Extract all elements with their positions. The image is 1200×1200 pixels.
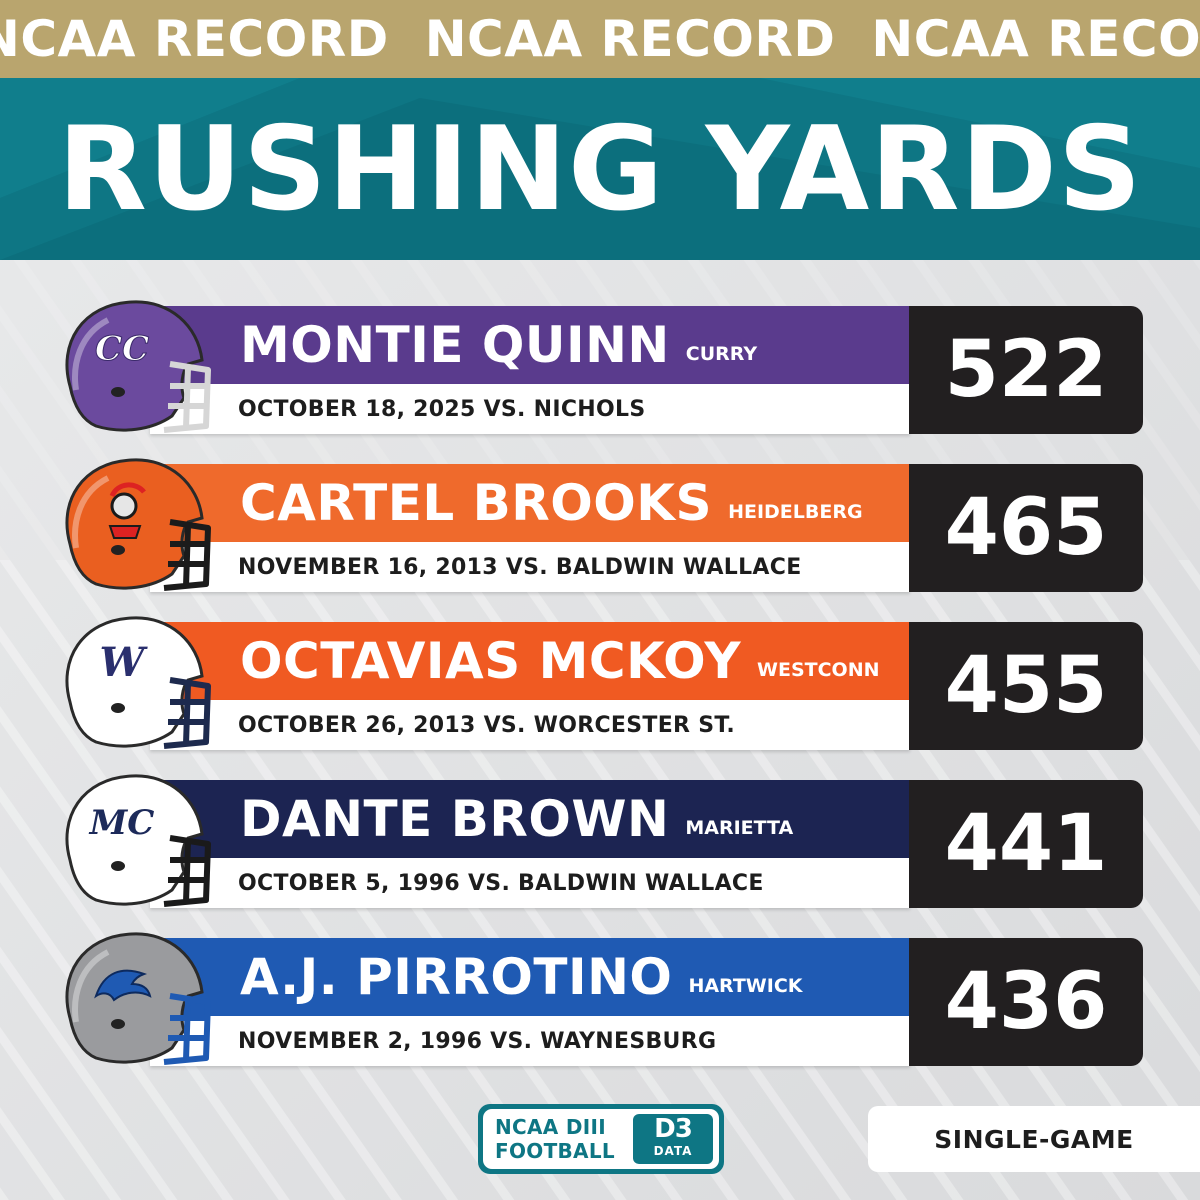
game-date: OCTOBER 18, 2025 VS. NICHOLS (238, 396, 646, 422)
game-date: OCTOBER 26, 2013 VS. WORCESTER ST. (238, 712, 735, 738)
rushing-yards-value: 441 (909, 780, 1143, 908)
game-date-bar: OCTOBER 26, 2013 VS. WORCESTER ST. (150, 700, 910, 750)
player-name-bar: DANTE BROWN MARIETTA (150, 780, 910, 858)
player-school: MARIETTA (685, 817, 794, 839)
player-school: HEIDELBERG (728, 501, 863, 523)
player-name-bar: CARTEL BROOKS HEIDELBERG (150, 464, 910, 542)
hawk-mascot-icon (94, 969, 152, 1002)
player-name-group: A.J. PIRROTINO HARTWICK (240, 938, 803, 1016)
ticker-text: NCAA RECORD (0, 10, 389, 68)
record-row: MONTIE QUINN CURRY OCTOBER 18, 2025 VS. NI… (0, 300, 1200, 434)
game-date-bar: OCTOBER 5, 1996 VS. BALDWIN WALLACE (150, 858, 910, 908)
player-school: CURRY (685, 343, 758, 365)
helmet-logo-text: W (100, 639, 149, 686)
ticker-text: NCAA RECORD (871, 10, 1200, 68)
game-date-bar: OCTOBER 18, 2025 VS. NICHOLS (150, 384, 910, 434)
player-school: HARTWICK (688, 975, 803, 997)
record-row: A.J. PIRROTINO HARTWICK NOVEMBER 2, 1996 V… (0, 932, 1200, 1066)
d3-data-badge: D3 DATA (633, 1114, 713, 1164)
player-name: OCTAVIAS MCKOY (240, 632, 742, 690)
record-row: CARTEL BROOKS HEIDELBERG NOVEMBER 16, 2013… (0, 458, 1200, 592)
heidelberg-helmet-icon (65, 458, 211, 591)
game-date-bar: NOVEMBER 2, 1996 VS. WAYNESBURG (150, 1016, 910, 1066)
title-band: RUSHING YARDS (0, 78, 1200, 260)
category-label: SINGLE-GAME (868, 1106, 1200, 1172)
curry-helmet-icon: CC (65, 300, 211, 433)
ticker-text: NCAA RECORD (424, 10, 836, 68)
rushing-yards-value: 465 (909, 464, 1143, 592)
player-name-bar: MONTIE QUINN CURRY (150, 306, 910, 384)
logo-line-2: FOOTBALL (495, 1139, 615, 1163)
rushing-yards-value: 455 (909, 622, 1143, 750)
player-name: MONTIE QUINN (240, 316, 670, 374)
game-date: OCTOBER 5, 1996 VS. BALDWIN WALLACE (238, 870, 764, 896)
ncaa-diii-football-logo: NCAA DIII FOOTBALL D3 DATA (478, 1104, 724, 1174)
rushing-yards-value: 522 (909, 306, 1143, 434)
title-band-texture (0, 78, 1200, 260)
record-row: OCTAVIAS MCKOY WESTCONN OCTOBER 26, 2013 V… (0, 616, 1200, 750)
hartwick-helmet-icon (65, 932, 211, 1065)
logo-line-1: NCAA DIII (495, 1115, 606, 1139)
player-name-group: MONTIE QUINN CURRY (240, 306, 757, 384)
knight-mascot-icon (108, 482, 146, 539)
player-name-group: OCTAVIAS MCKOY WESTCONN (240, 622, 880, 700)
player-school: WESTCONN (757, 659, 880, 681)
game-date: NOVEMBER 2, 1996 VS. WAYNESBURG (238, 1028, 717, 1054)
page-title: RUSHING YARDS (57, 101, 1143, 237)
record-row: DANTE BROWN MARIETTA OCTOBER 5, 1996 VS. B… (0, 774, 1200, 908)
helmet-logo-text: MC (89, 803, 155, 843)
player-name: DANTE BROWN (240, 790, 670, 848)
ticker-banner: NCAA RECORD NCAA RECORD NCAA RECORD (0, 0, 1200, 78)
rushing-yards-value: 436 (909, 938, 1143, 1066)
player-name: CARTEL BROOKS (240, 474, 713, 532)
game-date: NOVEMBER 16, 2013 VS. BALDWIN WALLACE (238, 554, 802, 580)
helmet-logo-text: CC (95, 329, 149, 369)
game-date-bar: NOVEMBER 16, 2013 VS. BALDWIN WALLACE (150, 542, 910, 592)
player-name-group: CARTEL BROOKS HEIDELBERG (240, 464, 863, 542)
westconn-helmet-icon: W (65, 616, 211, 749)
badge-sub: DATA (653, 1144, 693, 1158)
player-name-bar: A.J. PIRROTINO HARTWICK (150, 938, 910, 1016)
marietta-helmet-icon: MC (65, 774, 211, 907)
badge-main: D3 (654, 1114, 693, 1144)
player-name: A.J. PIRROTINO (240, 948, 673, 1006)
player-name-bar: OCTAVIAS MCKOY WESTCONN (150, 622, 910, 700)
player-name-group: DANTE BROWN MARIETTA (240, 780, 793, 858)
